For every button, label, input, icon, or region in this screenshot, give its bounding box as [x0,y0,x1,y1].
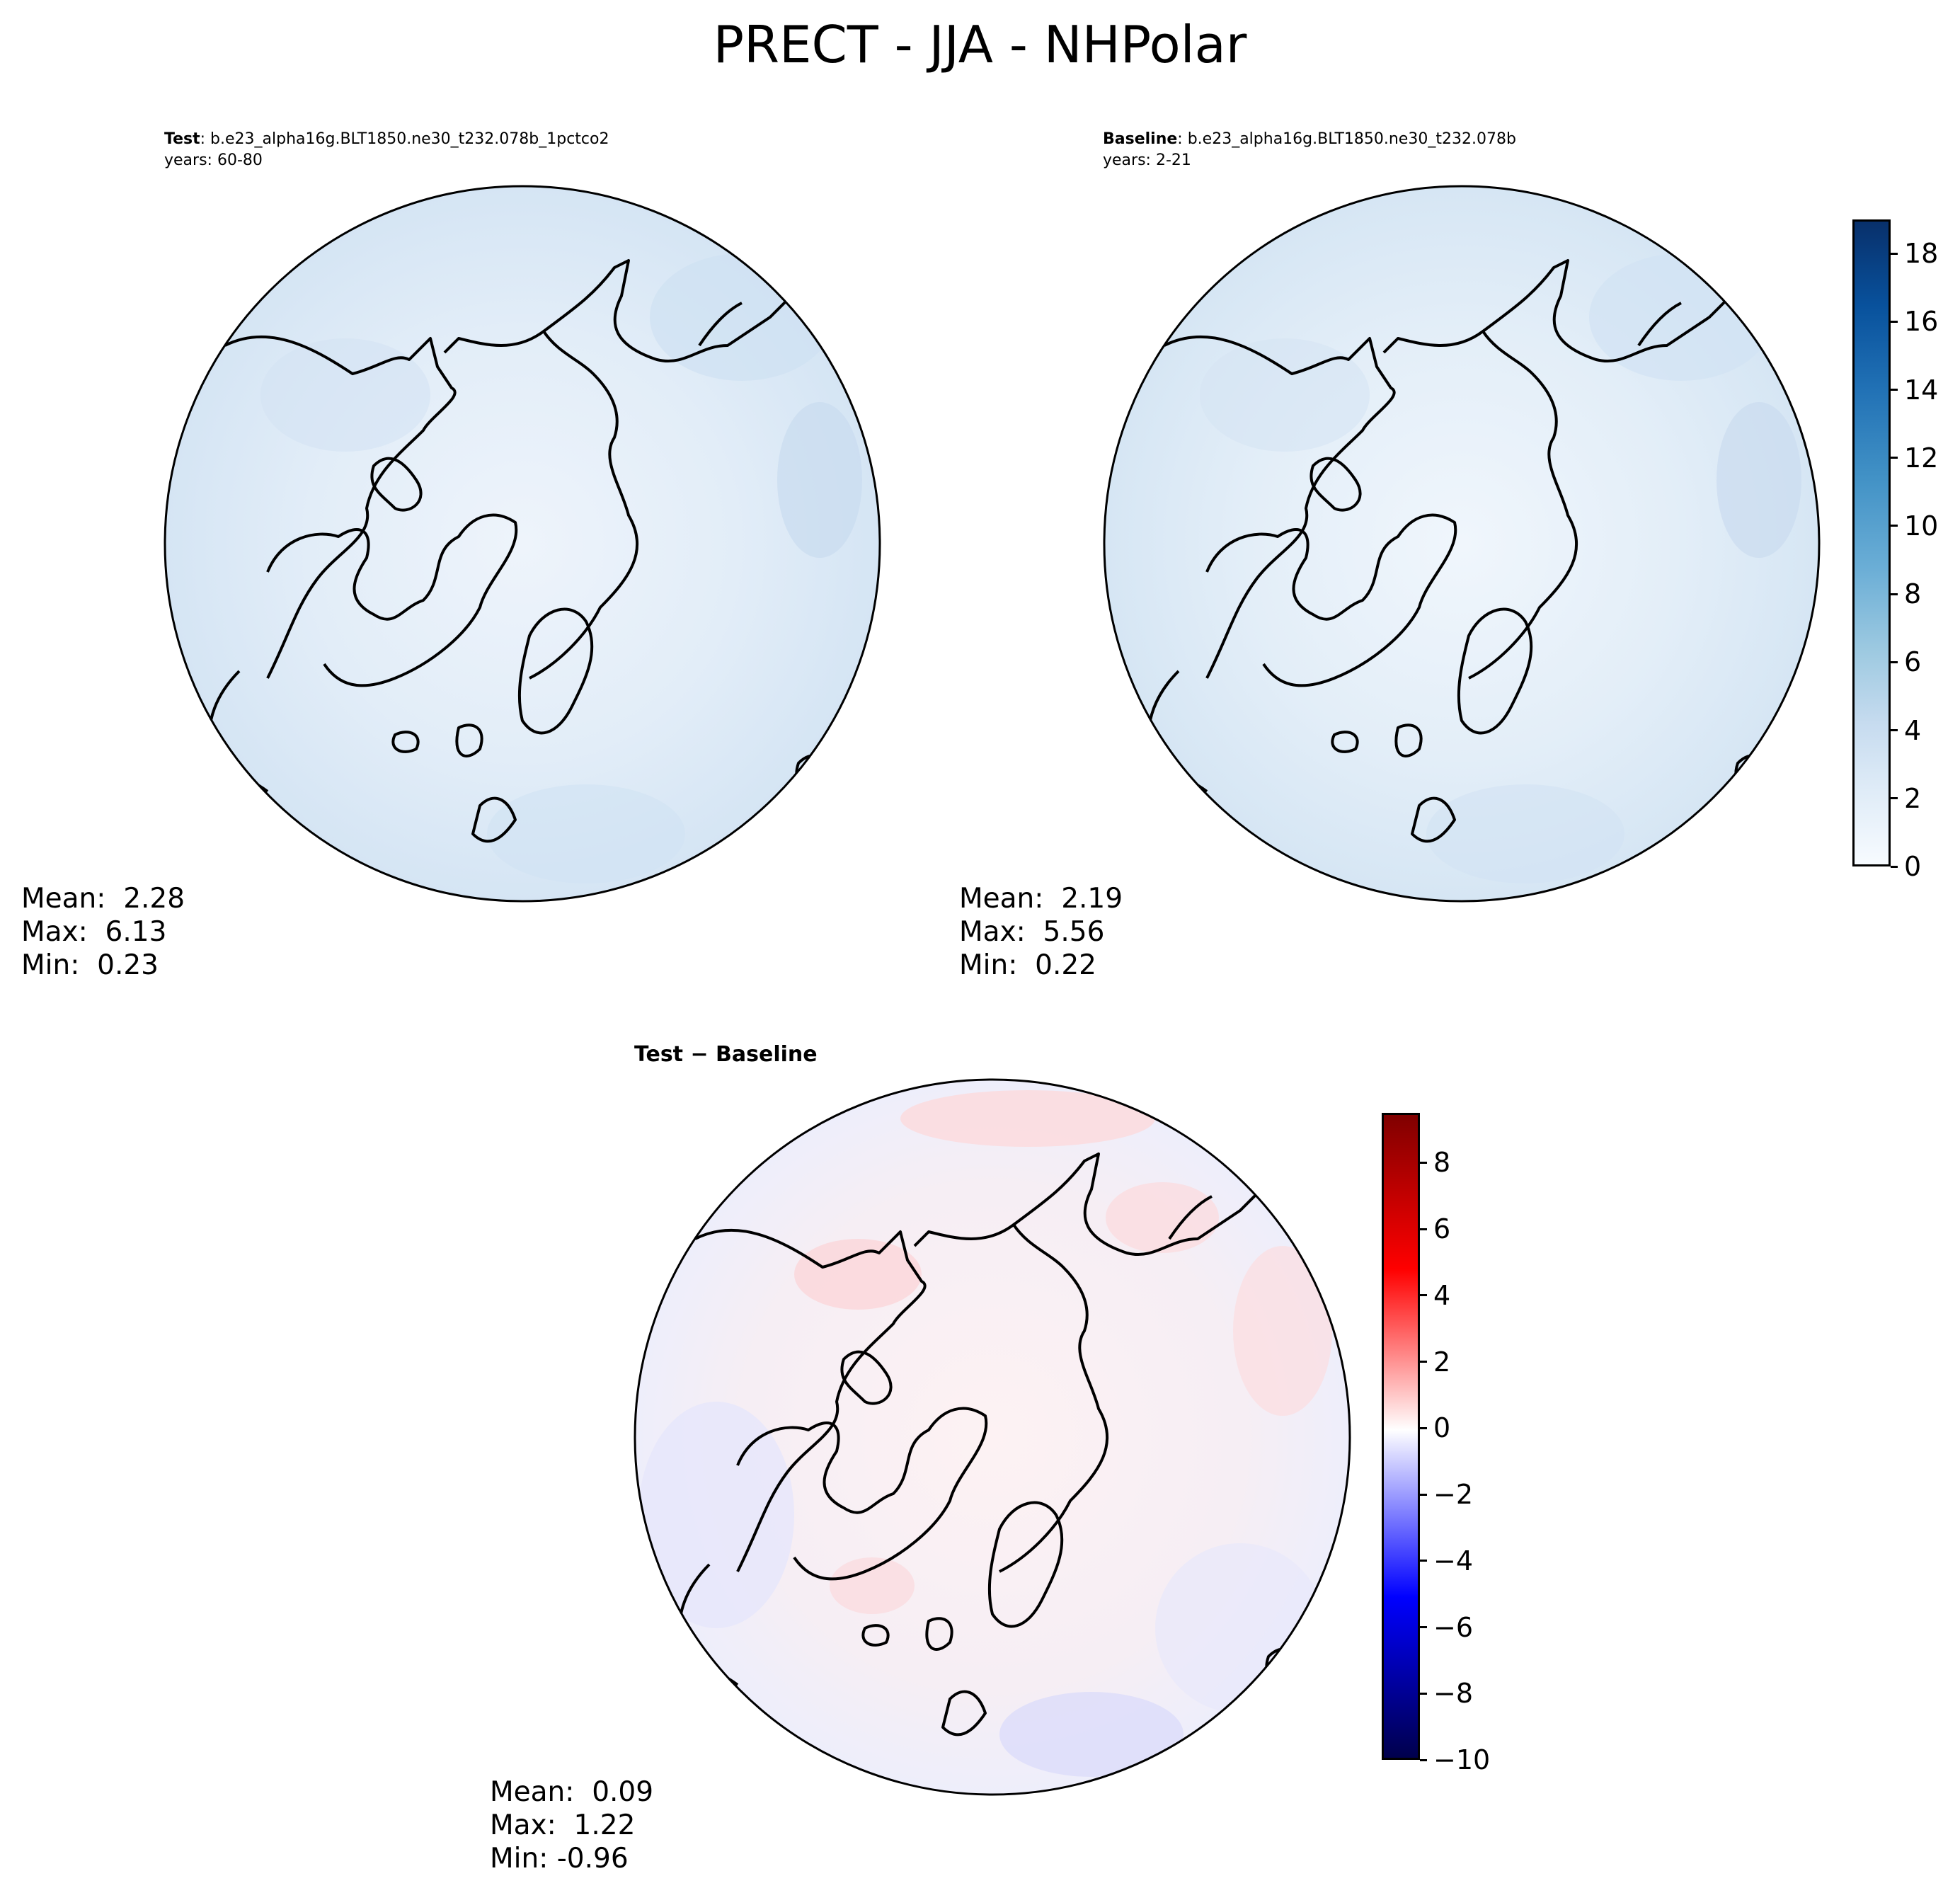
colorbar-tick-label: 2 [1904,782,1922,814]
diff-mean: Mean: 0.09 [490,1776,654,1808]
test-case-name: : b.e23_alpha16g.BLT1850.ne30_t232.078b_… [200,130,609,148]
colorbar-tick-label: 18 [1904,238,1939,270]
colorbar-tick-line [1891,525,1898,527]
baseline-case-name: : b.e23_alpha16g.BLT1850.ne30_t232.078b [1177,130,1516,148]
baseline-years: years: 2-21 [1103,151,1191,169]
test-years: years: 60-80 [164,151,263,169]
colorbar-tick-line [1420,1426,1427,1429]
colorbar-tick-line [1420,1294,1427,1297]
diff-colorbar-ticks: 8 6 4 2 0 −2 −4 −6 −8 −10 [1420,1113,1500,1774]
colorbar-tick-label: 16 [1904,306,1939,338]
colorbar-tick-line [1891,593,1898,595]
test-label-bold: Test [164,130,200,148]
colorbar-tick-label: −2 [1433,1479,1474,1511]
colorbar-tick-line [1891,252,1898,255]
baseline-label-bold: Baseline [1103,130,1178,148]
colorbar-tick-line [1891,320,1898,323]
colorbar-tick-line [1891,865,1898,868]
baseline-panel-label: Baseline: b.e23_alpha16g.BLT1850.ne30_t2… [1103,129,1516,150]
colorbar-tick-label: −4 [1433,1545,1474,1577]
test-stats: Mean: 2.28 Max: 6.13 Min: 0.23 [21,882,185,982]
colorbar-tick-label: 2 [1433,1346,1451,1378]
test-max: Max: 6.13 [21,916,167,948]
diff-min: Min: -0.96 [490,1843,629,1875]
colorbar-tick-label: 14 [1904,374,1939,406]
precip-colorbar-ticks: 0 2 4 6 8 10 12 14 16 18 [1891,219,1956,881]
colorbar-tick-line [1420,1228,1427,1230]
baseline-min: Min: 0.22 [959,949,1096,981]
baseline-polar-map [1103,185,1821,903]
colorbar-tick-label: −10 [1433,1744,1491,1775]
colorbar-tick-label: −6 [1433,1611,1474,1643]
colorbar-tick-line [1420,1758,1427,1761]
colorbar-tick-line [1891,457,1898,459]
diff-max: Max: 1.22 [490,1809,636,1841]
colorbar-tick-line [1891,729,1898,732]
baseline-max: Max: 5.56 [959,916,1105,948]
colorbar-tick-line [1420,1493,1427,1496]
test-panel-label: Test: b.e23_alpha16g.BLT1850.ne30_t232.0… [164,129,609,150]
colorbar-tick-line [1420,1560,1427,1562]
colorbar-tick-label: 10 [1904,510,1939,542]
baseline-stats: Mean: 2.19 Max: 5.56 Min: 0.22 [959,882,1123,982]
colorbar-tick-line [1420,1161,1427,1164]
diff-panel-title: Test − Baseline [634,1042,818,1067]
diff-polar-map [634,1078,1351,1796]
colorbar-tick-line [1891,389,1898,391]
colorbar-tick-line [1420,1626,1427,1628]
colorbar-tick-label: 4 [1433,1279,1451,1311]
colorbar-tick-line [1891,797,1898,800]
diff-stats: Mean: 0.09 Max: 1.22 Min: -0.96 [490,1775,653,1875]
test-min: Min: 0.23 [21,949,159,981]
figure-title: PRECT - JJA - NHPolar [713,15,1247,74]
test-polar-map [164,185,881,903]
colorbar-tick-line [1891,660,1898,663]
colorbar-tick-label: 4 [1904,714,1922,746]
precip-colorbar [1852,219,1891,866]
colorbar-tick-line [1420,1692,1427,1695]
test-mean: Mean: 2.28 [21,883,185,915]
colorbar-tick-label: 6 [1904,646,1922,678]
colorbar-tick-line [1420,1361,1427,1363]
colorbar-tick-label: 0 [1904,851,1922,882]
colorbar-tick-label: 6 [1433,1213,1451,1245]
colorbar-tick-label: 0 [1433,1412,1451,1444]
baseline-mean: Mean: 2.19 [959,883,1123,915]
colorbar-tick-label: 12 [1904,442,1939,474]
colorbar-tick-label: 8 [1433,1147,1451,1179]
colorbar-tick-label: 8 [1904,578,1922,610]
diff-colorbar [1382,1113,1420,1760]
colorbar-tick-label: −8 [1433,1678,1474,1710]
